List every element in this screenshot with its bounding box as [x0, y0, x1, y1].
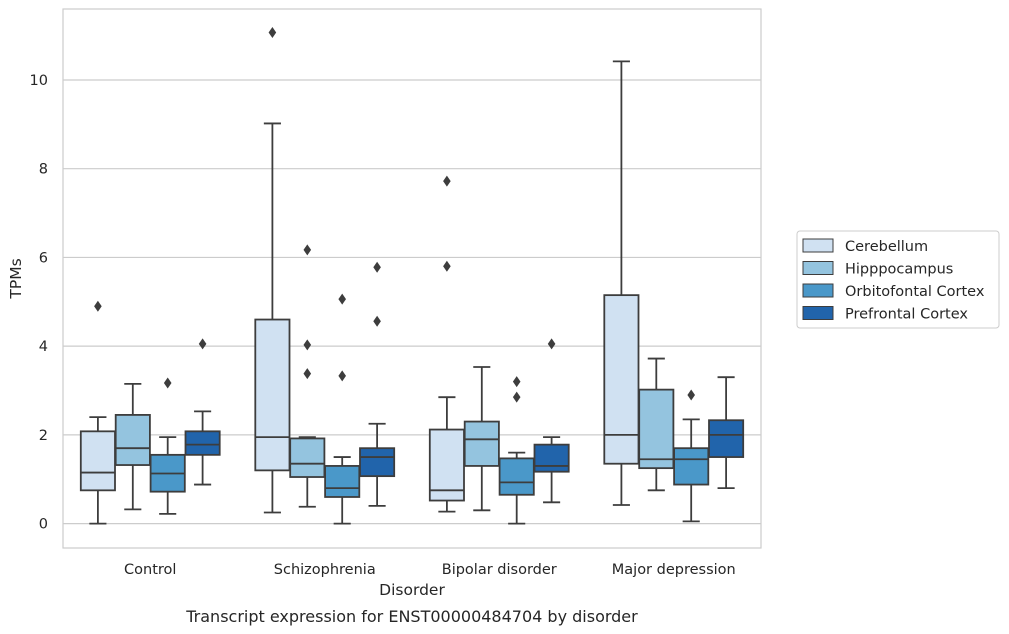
box-orbitofontal-cortex — [149, 377, 186, 515]
iqr-box — [79, 430, 116, 492]
outlier-point — [268, 27, 277, 39]
x-tick-label: Major depression — [612, 562, 736, 578]
legend-swatch — [802, 283, 834, 298]
legend-label: Cerebellum — [845, 239, 928, 255]
box-hipppocampus — [289, 244, 326, 508]
iqr-box — [289, 437, 326, 478]
outlier-point — [373, 261, 381, 273]
outlier-point — [338, 370, 346, 382]
box-prefrontal-cortex — [708, 376, 745, 490]
box-orbitofontal-cortex — [673, 389, 710, 523]
box-cerebellum — [428, 175, 465, 513]
outlier-point — [94, 300, 102, 312]
legend-frame — [796, 230, 1000, 329]
y-tick-label: 4 — [39, 339, 48, 355]
figure-caption: Transcript expression for ENST0000048470… — [185, 607, 638, 626]
box-cerebellum — [254, 27, 291, 514]
box-prefrontal-cortex — [533, 338, 570, 504]
box-series — [79, 27, 745, 525]
box-hipppocampus — [463, 366, 500, 512]
iqr-box — [428, 428, 465, 502]
outlier-point — [198, 338, 207, 350]
legend-swatch — [802, 306, 834, 320]
outlier-point — [547, 338, 556, 350]
y-axis-title: TPMs — [7, 258, 25, 299]
outlier-point — [512, 391, 521, 403]
y-tick-label: 0 — [39, 517, 48, 533]
legend-label: Prefrontal Cortex — [845, 307, 968, 323]
outlier-point — [443, 260, 451, 272]
outlier-point — [512, 376, 521, 388]
iqr-box — [114, 414, 151, 466]
outlier-point — [303, 339, 312, 351]
y-axis-ticks: 0 2 4 6 8 10 — [30, 73, 48, 533]
y-tick-label: 10 — [30, 73, 48, 89]
box-hipppocampus — [638, 357, 675, 492]
iqr-box — [359, 447, 396, 478]
iqr-box — [638, 388, 675, 470]
iqr-box — [603, 294, 640, 465]
outlier-point — [373, 315, 381, 327]
box-prefrontal-cortex — [359, 261, 396, 507]
legend-label: Hipppocampus — [845, 262, 953, 278]
box-hipppocampus — [114, 382, 151, 511]
legend: Cerebellum Hipppocampus Orbitofontal Corte… — [796, 230, 1000, 329]
box-orbitofontal-cortex — [498, 376, 535, 525]
plot-frame — [62, 8, 762, 549]
x-tick-label: Schizophrenia — [274, 562, 376, 578]
iqr-box — [498, 457, 535, 496]
iqr-box — [324, 465, 361, 498]
legend-swatch — [802, 238, 834, 253]
outlier-point — [687, 389, 695, 401]
outlier-point — [303, 368, 312, 380]
box-prefrontal-cortex — [184, 338, 221, 486]
box-cerebellum — [603, 60, 640, 506]
gridlines — [63, 79, 761, 525]
legend-label: Orbitofontal Cortex — [845, 284, 985, 300]
iqr-box — [463, 420, 500, 467]
outlier-point — [303, 244, 312, 256]
iqr-box — [254, 318, 291, 472]
y-tick-label: 2 — [39, 428, 48, 444]
iqr-box — [673, 447, 710, 486]
outlier-point — [163, 377, 172, 389]
box-orbitofontal-cortex — [324, 293, 361, 525]
x-tick-label: Bipolar disorder — [442, 562, 557, 578]
x-tick-label: Control — [124, 562, 176, 578]
iqr-box — [184, 430, 221, 456]
x-axis-ticks: Control Schizophrenia Bipolar disorder Majo… — [124, 562, 736, 578]
legend-swatch — [802, 261, 834, 275]
x-axis-title: Disorder — [379, 581, 445, 599]
outlier-point — [338, 293, 346, 305]
y-tick-label: 6 — [39, 250, 48, 266]
iqr-box — [708, 419, 745, 458]
iqr-box — [533, 443, 570, 473]
y-tick-label: 8 — [39, 162, 48, 178]
outlier-point — [443, 175, 451, 187]
